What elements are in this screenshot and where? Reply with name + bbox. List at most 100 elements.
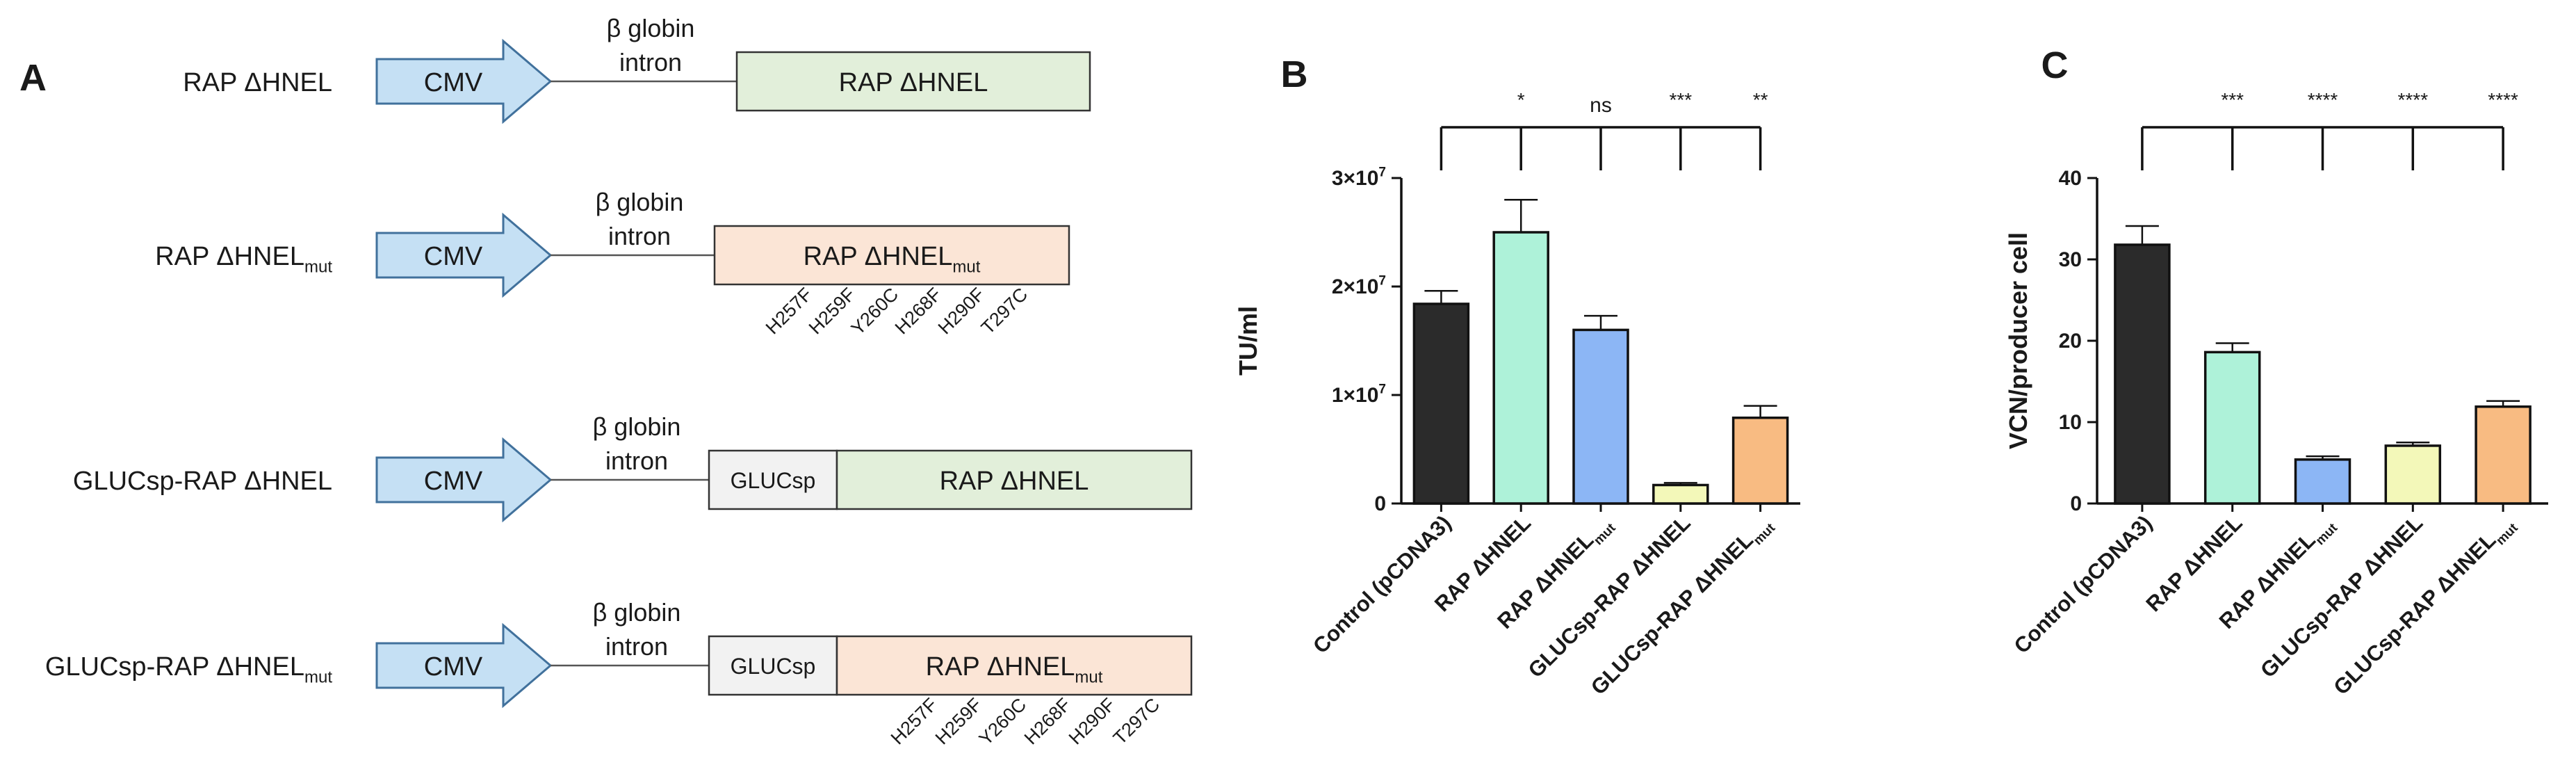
insert-label-text: RAP ΔHNEL [940, 467, 1089, 496]
x-category-label: Control (pCDNA3) [2010, 510, 2157, 658]
mutation-label: H290F [1065, 694, 1120, 749]
y-tick-label-text: 40 [2059, 167, 2082, 190]
intron-label-line2: intron [608, 222, 671, 250]
x-category-label-text: GLUCsp-RAP ΔHNEL [2256, 510, 2427, 682]
significance-label: ns [1590, 94, 1612, 117]
mutation-label: H268F [1020, 694, 1075, 749]
construct-name: GLUCsp-RAP ΔHNEL [73, 467, 332, 496]
y-tick-label-text: 10 [2059, 411, 2082, 434]
mutation-label: Y260C [847, 284, 903, 339]
y-tick-label-text: 30 [2059, 248, 2082, 271]
y-tick-label-text: 0 [2070, 492, 2082, 515]
y-axis-label: TU/ml [1234, 306, 1262, 376]
y-tick-label: 20 [2059, 330, 2082, 353]
x-category-label: Control (pCDNA3) [1308, 510, 1456, 658]
mutation-label: H259F [931, 694, 986, 749]
significance-label: ** [1753, 89, 1768, 111]
bar [1652, 483, 1709, 505]
significance-label: **** [2488, 89, 2518, 111]
y-tick-label-text: 1×10 [1332, 384, 1379, 407]
construct-name: RAP ΔHNEL [183, 68, 332, 97]
bar [2384, 444, 2442, 505]
cmv-label: CMV [424, 652, 483, 682]
insert-box [835, 449, 1193, 510]
mutation-label: H290F [934, 284, 989, 339]
y-tick-label-text: 20 [2059, 330, 2082, 353]
construct-name: GLUCsp-RAP ΔHNELmut [45, 652, 332, 687]
y-tick-label: 1×107 [1332, 382, 1386, 407]
mutation-label: H257F [762, 284, 817, 339]
glucsp-signal-box [708, 635, 838, 696]
construct-name-text: RAP ΔHNEL [155, 242, 304, 271]
y-tick-label-text: 3×10 [1332, 167, 1379, 190]
cmv-promoter-arrow [375, 38, 553, 124]
glucsp-signal-box [708, 449, 838, 510]
mutation-label: T297C [1109, 694, 1164, 749]
construct-name-text: RAP ΔHNEL [183, 68, 332, 97]
bar [2114, 243, 2171, 505]
significance-label: *** [2221, 89, 2244, 111]
cmv-promoter-arrow [375, 437, 553, 523]
x-category-label: GLUCsp-RAP ΔHNEL [2256, 510, 2427, 682]
bar [1412, 303, 1470, 505]
mutation-label: Y260C [975, 694, 1031, 750]
x-category-label-text: Control (pCDNA3) [1308, 510, 1456, 658]
insert-label-subscript: mut [952, 258, 980, 277]
insert-label: RAP ΔHNELmut [926, 652, 1103, 687]
intron-label-line1: β globin [596, 188, 684, 216]
bar [2294, 458, 2351, 505]
y-tick-label: 0 [2070, 492, 2082, 515]
bar [1492, 231, 1549, 505]
insert-label: RAP ΔHNEL [940, 467, 1089, 496]
x-category-label-text: GLUCsp-RAP ΔHNEL [2329, 528, 2500, 700]
construct-name: RAP ΔHNELmut [155, 242, 332, 277]
cmv-promoter-arrow [375, 212, 553, 298]
insert-label-text: RAP ΔHNEL [839, 68, 988, 97]
y-tick-label-superscript: 7 [1378, 273, 1386, 288]
x-category-label: GLUCsp-RAP ΔHNELmut [2329, 510, 2521, 703]
y-tick-label: 3×107 [1332, 165, 1386, 190]
bar [2475, 405, 2532, 505]
cmv-promoter-arrow [375, 622, 553, 709]
x-category-label-text: GLUCsp-RAP ΔHNEL [1586, 528, 1758, 700]
intron-label-line1: β globin [593, 412, 681, 441]
bar [2203, 350, 2261, 505]
panel-label: B [1281, 54, 1308, 95]
insert-box [713, 225, 1070, 286]
bar [1572, 328, 1629, 505]
y-tick-label: 0 [1374, 492, 1386, 515]
y-tick-label-superscript: 7 [1378, 165, 1386, 179]
glucsp-label: GLUCsp [731, 654, 816, 679]
intron-label-line2: intron [605, 446, 668, 475]
construct-row: RAP ΔHNEL CMV β globin intron RAP ΔHNEL [183, 14, 1091, 124]
intron-label-line2: intron [619, 48, 682, 76]
y-tick-label-superscript: 7 [1378, 382, 1386, 396]
construct-name-text: GLUCsp-RAP ΔHNEL [73, 467, 332, 496]
panel-a-label: A [19, 57, 47, 99]
x-category-label-text: Control (pCDNA3) [2010, 510, 2157, 658]
y-tick-label: 30 [2059, 248, 2082, 271]
intron-label-line1: β globin [593, 598, 681, 627]
intron-label-line1: β globin [607, 14, 695, 42]
bar [1731, 417, 1789, 505]
cmv-label: CMV [424, 242, 483, 271]
construct-name-text: GLUCsp-RAP ΔHNEL [45, 652, 304, 682]
insert-label-text: RAP ΔHNEL [926, 652, 1075, 682]
insert-label: RAP ΔHNELmut [804, 242, 981, 277]
cmv-label: CMV [424, 68, 483, 97]
insert-label-text: RAP ΔHNEL [804, 242, 953, 271]
y-tick-label-text: 0 [1374, 492, 1386, 515]
significance-label: **** [2398, 89, 2429, 111]
mutation-label: H259F [805, 284, 860, 339]
mutation-label: H268F [891, 284, 946, 339]
y-tick-label: 10 [2059, 411, 2082, 434]
insert-box [835, 635, 1193, 696]
mutation-label: T297C [977, 284, 1032, 339]
chart-c: C 0 10 20 30 40 VCN/producer cell Control (pCDN… [2004, 45, 2548, 703]
insert-label-subscript: mut [1075, 668, 1102, 687]
